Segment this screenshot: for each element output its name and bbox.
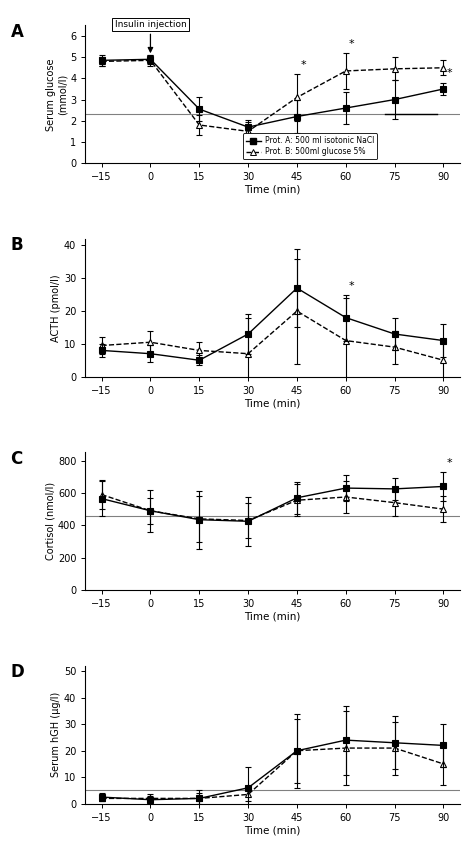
Text: *: * xyxy=(447,69,452,79)
X-axis label: Time (min): Time (min) xyxy=(245,398,301,409)
Y-axis label: Serum hGH (μg/l): Serum hGH (μg/l) xyxy=(51,692,61,777)
X-axis label: Time (min): Time (min) xyxy=(245,826,301,836)
Text: *: * xyxy=(447,458,452,468)
Text: *: * xyxy=(300,60,306,70)
Text: D: D xyxy=(10,663,24,681)
Legend: Prot. A: 500 ml isotonic NaCl, Prot. B: 500ml glucose 5%: Prot. A: 500 ml isotonic NaCl, Prot. B: … xyxy=(243,134,377,159)
Text: C: C xyxy=(10,450,23,468)
Text: Insulin injection: Insulin injection xyxy=(115,19,186,52)
X-axis label: Time (min): Time (min) xyxy=(245,185,301,195)
Y-axis label: Cortisol (nmol/l): Cortisol (nmol/l) xyxy=(45,482,55,560)
Y-axis label: Serum glucose
(mmol/l): Serum glucose (mmol/l) xyxy=(46,58,67,130)
Text: A: A xyxy=(10,23,23,41)
X-axis label: Time (min): Time (min) xyxy=(245,612,301,622)
Y-axis label: ACTH (pmol/l): ACTH (pmol/l) xyxy=(51,274,61,342)
Text: *: * xyxy=(349,39,355,49)
Text: B: B xyxy=(10,236,23,254)
Text: *: * xyxy=(349,281,355,290)
